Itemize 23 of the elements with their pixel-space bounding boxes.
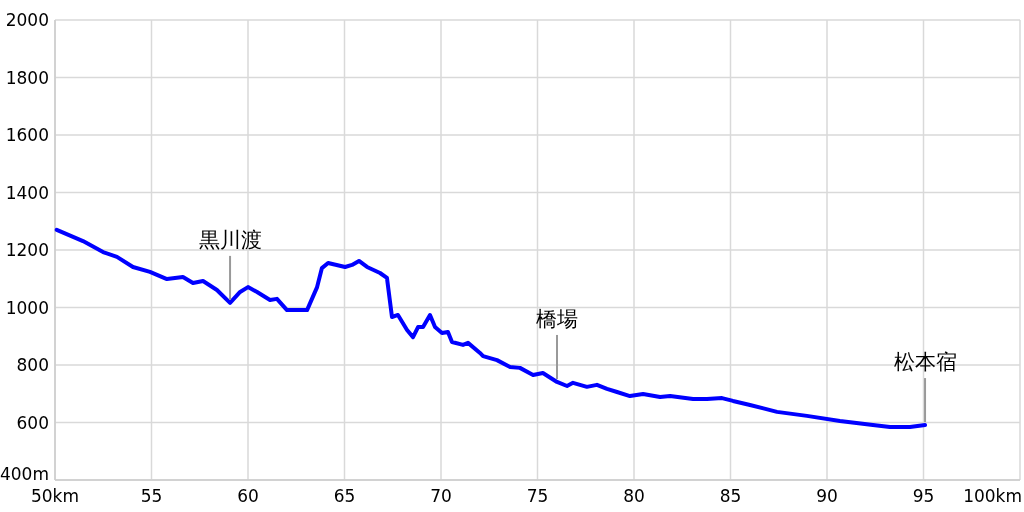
- annotation: 橋場: [535, 306, 578, 331]
- annotation: 黒川渡: [198, 227, 262, 252]
- x-tick-label: 55: [140, 486, 163, 506]
- y-tick-label: 1200: [5, 240, 49, 260]
- y-tick-label: 2000: [5, 10, 49, 30]
- x-tick-label: 100km: [963, 486, 1022, 506]
- y-tick-label: 1800: [5, 67, 49, 88]
- y-tick-label: 400m: [0, 464, 49, 484]
- x-tick-label: 85: [719, 486, 742, 506]
- y-tick-label: 1000: [5, 297, 49, 318]
- annotation: 松本宿: [893, 350, 957, 375]
- x-tick-label: 50km: [30, 486, 80, 506]
- x-tick-label: 75: [526, 486, 549, 506]
- x-tick-label: 90: [816, 486, 838, 506]
- y-tick-label: 600: [16, 412, 49, 433]
- y-tick-label: 1400: [5, 182, 49, 203]
- y-tick-label: 1600: [5, 125, 49, 145]
- x-tick-label: 60: [237, 486, 259, 506]
- y-tick-label: 800: [16, 355, 49, 375]
- x-tick-label: 65: [333, 486, 356, 506]
- x-tick-label: 70: [430, 486, 452, 506]
- x-tick-label: 80: [623, 486, 645, 506]
- x-tick-label: 95: [912, 486, 935, 506]
